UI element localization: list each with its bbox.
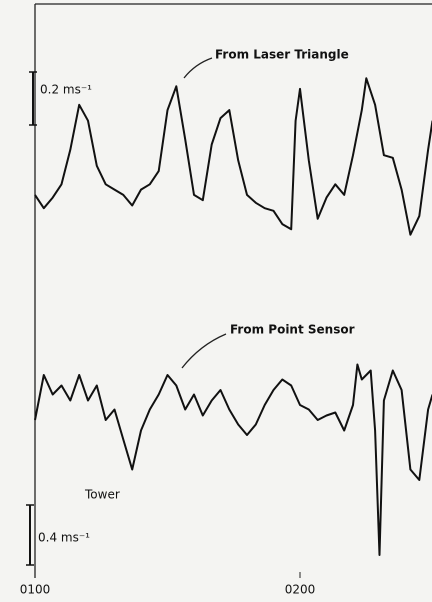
annotation: From Point Sensor <box>230 323 355 337</box>
trace <box>34 363 432 556</box>
series-label: Tower <box>84 488 120 502</box>
leader-line <box>181 333 227 369</box>
trace <box>34 77 432 236</box>
scale-bar-label: 0.4 ms⁻¹ <box>38 531 90 545</box>
annotation: From Laser Triangle <box>215 48 349 62</box>
leader-line <box>183 57 213 79</box>
scale-bar-label: 0.2 ms⁻¹ <box>40 83 92 97</box>
x-tick-label: 0200 <box>285 583 316 597</box>
x-tick-label: 0100 <box>20 583 51 597</box>
